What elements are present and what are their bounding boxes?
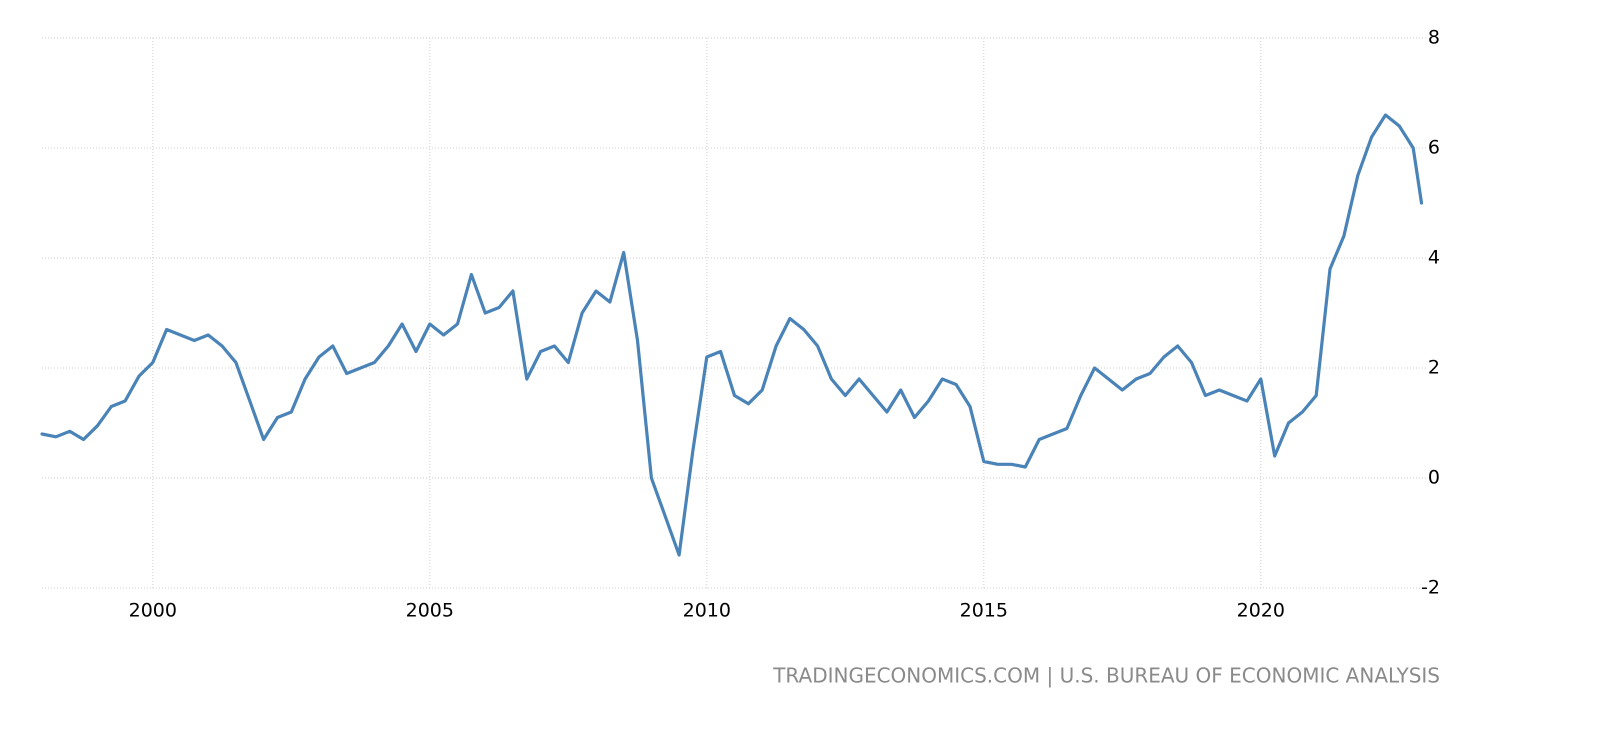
x-tick-label: 2005	[406, 600, 454, 622]
y-tick-label: 6	[1428, 137, 1440, 159]
x-tick-label: 2000	[129, 600, 177, 622]
y-tick-label: 4	[1428, 247, 1440, 269]
y-tick-label: 2	[1428, 357, 1440, 379]
y-tick-label: 0	[1428, 467, 1440, 489]
source: TRADINGECONOMICS.COM | U.S. BUREAU OF EC…	[772, 664, 1440, 688]
x-tick-label: 2015	[960, 600, 1008, 622]
y-tick-label: -2	[1421, 577, 1440, 599]
y-tick-label: 8	[1428, 27, 1440, 49]
x-tick-label: 2010	[683, 600, 731, 622]
x-tick-label: 2020	[1237, 600, 1285, 622]
line	[40, 113, 1424, 557]
